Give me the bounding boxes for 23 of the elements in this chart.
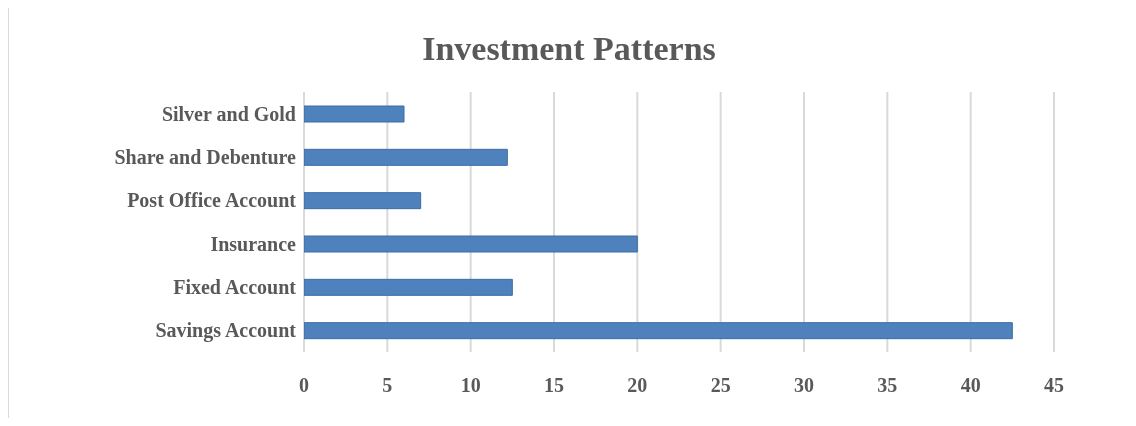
chart-title: Investment Patterns xyxy=(421,29,717,69)
x-tick-label: 25 xyxy=(710,374,731,397)
x-tick-label: 15 xyxy=(544,374,564,397)
y-tick-label: Share and Debenture xyxy=(114,146,297,169)
x-tick-label: 45 xyxy=(1044,374,1064,397)
bar xyxy=(304,105,405,123)
x-tick-label: 30 xyxy=(794,374,814,397)
bar xyxy=(304,322,1013,340)
bar xyxy=(304,278,513,296)
y-tick-label: Savings Account xyxy=(155,319,297,343)
y-tick-label: Post Office Account xyxy=(127,189,297,212)
bar xyxy=(304,148,508,166)
x-tick-label: 0 xyxy=(299,374,309,397)
x-tick-label: 10 xyxy=(460,374,481,397)
x-tick-label: 35 xyxy=(877,374,898,397)
bar xyxy=(304,192,422,210)
x-tick-label: 40 xyxy=(960,374,981,397)
bar xyxy=(304,235,638,253)
x-tick-label: 5 xyxy=(382,374,393,397)
y-tick-label: Fixed Account xyxy=(173,276,297,299)
y-tick-label: Insurance xyxy=(210,232,297,255)
y-tick-label: Silver and Gold xyxy=(161,102,296,125)
x-tick-label: 20 xyxy=(627,374,648,397)
